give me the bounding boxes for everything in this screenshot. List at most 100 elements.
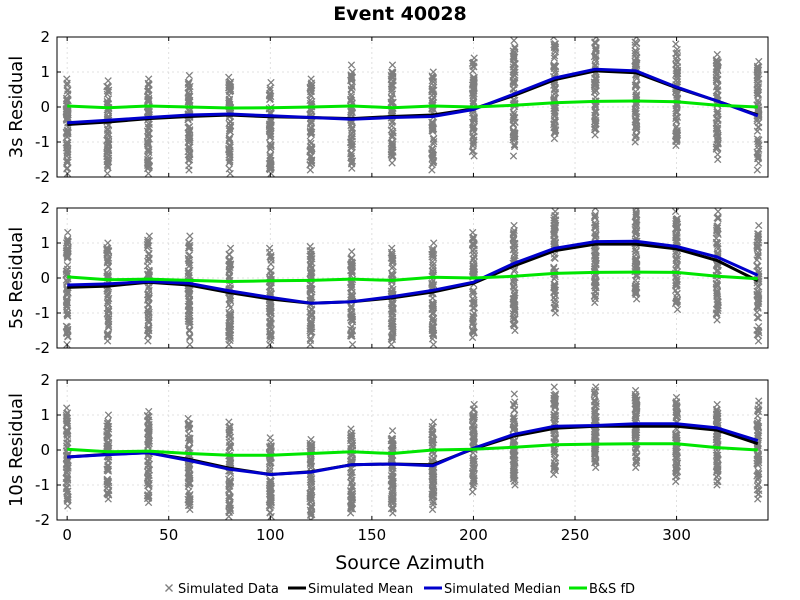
data-point	[428, 326, 436, 335]
data-point	[145, 481, 153, 490]
data-point	[63, 130, 71, 138]
data-point	[673, 296, 681, 305]
data-point	[510, 55, 518, 64]
data-point	[63, 289, 71, 297]
data-point	[266, 84, 274, 92]
y-tick-label: -2	[35, 168, 50, 186]
data-point	[755, 486, 763, 495]
data-point	[104, 461, 112, 469]
simulated-data	[62, 208, 763, 348]
data-point	[144, 465, 152, 473]
data-point	[104, 479, 113, 487]
legend-item-simulated-median: Simulated Median	[424, 582, 561, 597]
data-point	[389, 478, 397, 487]
data-point	[592, 402, 600, 410]
data-point	[673, 49, 681, 57]
data-point	[632, 50, 640, 59]
data-point	[225, 165, 233, 173]
data-point	[510, 449, 518, 458]
data-point	[633, 81, 641, 89]
data-point	[307, 511, 315, 519]
data-point	[389, 73, 397, 81]
data-point	[105, 307, 113, 315]
data-point	[307, 157, 315, 165]
data-point	[672, 105, 680, 113]
data-point	[469, 140, 477, 148]
data-point	[468, 239, 477, 247]
data-point	[144, 307, 152, 315]
data-point	[753, 431, 762, 440]
data-point	[713, 214, 721, 222]
data-point	[185, 153, 194, 161]
data-point	[388, 487, 397, 495]
data-point	[347, 329, 355, 338]
data-point	[673, 305, 682, 314]
data-point	[145, 254, 153, 262]
data-point	[509, 152, 518, 160]
data-point	[550, 61, 558, 69]
y-axis-label: 3s Residual	[6, 56, 27, 159]
data-point	[63, 165, 71, 173]
series-line-b-s-fd	[67, 270, 758, 283]
data-point	[306, 153, 314, 161]
data-point	[185, 271, 193, 280]
data-point	[64, 145, 72, 153]
data-point	[591, 224, 600, 232]
data-point	[144, 79, 152, 88]
data-point	[104, 112, 113, 121]
data-point	[265, 503, 274, 512]
x-tick-label: 50	[159, 526, 178, 544]
data-point	[754, 159, 763, 167]
data-point	[550, 63, 558, 71]
data-point	[348, 315, 357, 324]
data-point	[104, 86, 113, 94]
data-point	[470, 296, 478, 304]
data-point	[713, 127, 721, 136]
data-point	[266, 332, 274, 340]
data-point	[267, 141, 275, 150]
data-point	[713, 453, 721, 462]
data-point	[347, 95, 355, 104]
data-point	[468, 488, 477, 496]
data-point	[469, 464, 477, 473]
data-point	[266, 462, 274, 470]
data-point	[468, 89, 477, 97]
data-point	[430, 482, 438, 490]
data-point	[510, 141, 519, 149]
data-point	[428, 492, 437, 500]
data-point	[145, 271, 154, 279]
data-point	[64, 245, 72, 253]
data-point	[348, 248, 356, 256]
data-point	[714, 230, 722, 239]
data-point	[63, 299, 72, 307]
data-point	[144, 330, 153, 338]
data-point	[671, 473, 680, 481]
data-point	[63, 79, 71, 87]
data-point	[633, 125, 641, 133]
data-point	[632, 39, 641, 48]
data-point	[104, 417, 112, 426]
series-line-simulated-median	[67, 422, 759, 476]
data-point	[755, 57, 763, 66]
y-tick-label: -2	[35, 511, 50, 529]
data-point	[753, 308, 761, 316]
data-point	[755, 455, 763, 463]
data-point	[511, 251, 519, 260]
data-point	[347, 435, 356, 443]
data-point	[225, 73, 233, 81]
y-tick-label: 0	[40, 269, 50, 287]
y-tick-label: -1	[35, 476, 50, 494]
data-point	[632, 412, 640, 420]
data-point	[591, 287, 599, 295]
data-point	[266, 120, 274, 128]
data-point	[550, 86, 558, 94]
data-point	[550, 52, 559, 60]
data-point	[632, 457, 641, 465]
data-point	[63, 468, 71, 476]
data-point	[712, 415, 721, 423]
data-point	[714, 126, 722, 134]
y-tick-label: 1	[40, 234, 50, 252]
data-point	[225, 475, 233, 483]
data-point	[509, 127, 517, 136]
data-point	[306, 84, 314, 92]
